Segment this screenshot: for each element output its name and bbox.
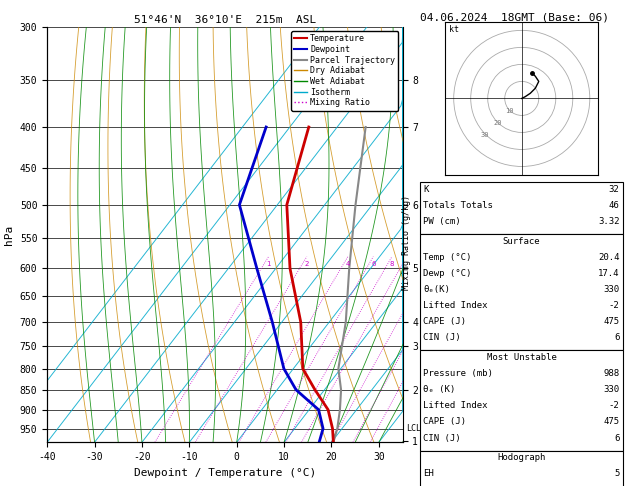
Text: θₑ(K): θₑ(K) [423, 285, 450, 295]
Text: θₑ (K): θₑ (K) [423, 385, 455, 395]
Text: 2: 2 [304, 260, 309, 267]
Text: 30: 30 [481, 132, 489, 138]
Text: 04.06.2024  18GMT (Base: 06): 04.06.2024 18GMT (Base: 06) [420, 12, 609, 22]
Text: CIN (J): CIN (J) [423, 434, 461, 443]
Text: 330: 330 [603, 285, 620, 295]
Text: 3.32: 3.32 [598, 217, 620, 226]
Text: Dewp (°C): Dewp (°C) [423, 269, 472, 278]
Text: 17.4: 17.4 [598, 269, 620, 278]
Text: CIN (J): CIN (J) [423, 333, 461, 343]
Text: Surface: Surface [503, 237, 540, 246]
Text: Pressure (mb): Pressure (mb) [423, 369, 493, 379]
Text: 10: 10 [505, 108, 514, 114]
Text: EH: EH [423, 469, 434, 479]
Text: Mixing Ratio (g/kg): Mixing Ratio (g/kg) [403, 195, 411, 291]
Y-axis label: km
ASL: km ASL [423, 235, 441, 256]
Text: Lifted Index: Lifted Index [423, 301, 488, 311]
Text: K: K [423, 185, 429, 194]
Text: 988: 988 [603, 369, 620, 379]
Text: 475: 475 [603, 417, 620, 427]
Text: 6: 6 [614, 333, 620, 343]
Text: Hodograph: Hodograph [498, 453, 545, 463]
Text: 32: 32 [609, 185, 620, 194]
Text: 6: 6 [371, 260, 376, 267]
Legend: Temperature, Dewpoint, Parcel Trajectory, Dry Adiabat, Wet Adiabat, Isotherm, Mi: Temperature, Dewpoint, Parcel Trajectory… [291, 31, 398, 110]
Text: © weatheronline.co.uk: © weatheronline.co.uk [469, 471, 574, 480]
Text: 20.4: 20.4 [598, 253, 620, 262]
X-axis label: Dewpoint / Temperature (°C): Dewpoint / Temperature (°C) [134, 468, 316, 478]
Text: Lifted Index: Lifted Index [423, 401, 488, 411]
Text: 46: 46 [609, 201, 620, 210]
Text: 6: 6 [614, 434, 620, 443]
Text: LCL: LCL [406, 424, 421, 433]
Text: Temp (°C): Temp (°C) [423, 253, 472, 262]
Text: -2: -2 [609, 401, 620, 411]
Text: Totals Totals: Totals Totals [423, 201, 493, 210]
Text: -2: -2 [609, 301, 620, 311]
Text: PW (cm): PW (cm) [423, 217, 461, 226]
Text: 475: 475 [603, 317, 620, 327]
Text: 1: 1 [266, 260, 271, 267]
Text: 8: 8 [390, 260, 394, 267]
Text: CAPE (J): CAPE (J) [423, 417, 466, 427]
Y-axis label: hPa: hPa [4, 225, 14, 244]
Text: kt: kt [448, 25, 459, 35]
Title: 51°46'N  36°10'E  215m  ASL: 51°46'N 36°10'E 215m ASL [134, 15, 316, 25]
Text: CAPE (J): CAPE (J) [423, 317, 466, 327]
Text: 4: 4 [346, 260, 350, 267]
Text: Most Unstable: Most Unstable [486, 353, 557, 363]
Text: 5: 5 [614, 469, 620, 479]
Text: 330: 330 [603, 385, 620, 395]
Text: 20: 20 [493, 120, 501, 126]
